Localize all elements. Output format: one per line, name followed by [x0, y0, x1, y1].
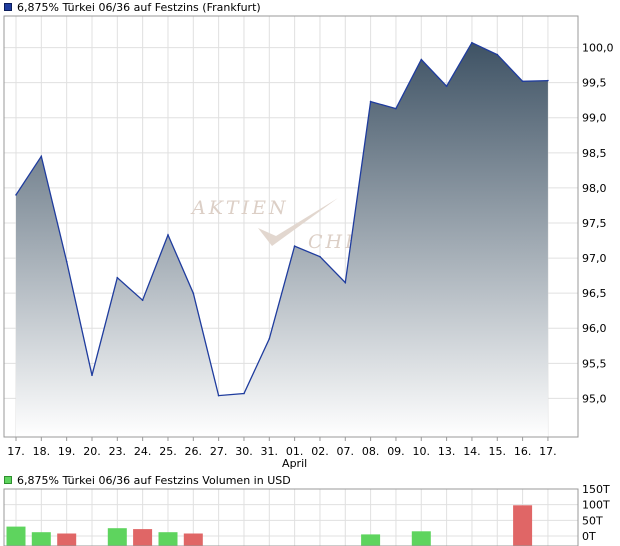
price-y-tick-label: 99,5 [582, 77, 607, 90]
x-month-label: April [282, 457, 307, 470]
price-point [116, 276, 119, 279]
price-point [445, 85, 448, 87]
volume-bar [57, 533, 77, 546]
price-point [217, 394, 220, 397]
x-tick-label: 31. [261, 445, 279, 458]
volume-bar [31, 532, 51, 546]
x-tick-label: 14. [463, 445, 481, 458]
x-tick-label: 25. [159, 445, 177, 458]
volume-y-tick-label: 50T [582, 514, 603, 527]
x-tick-label: 26. [185, 445, 203, 458]
volume-plot-frame [3, 488, 579, 546]
x-tick-label: 30. [235, 445, 253, 458]
watermark: AKTIEN CHE [190, 197, 362, 253]
x-tick-label: 07. [337, 445, 355, 458]
x-tick-label: 23. [109, 445, 127, 458]
x-tick-label: 17. [539, 445, 557, 458]
volume-grid [4, 488, 578, 546]
price-legend-label: 6,875% Türkei 06/36 auf Festzins (Frankf… [17, 0, 261, 14]
price-point [496, 53, 499, 56]
price-point [420, 58, 423, 61]
price-point [547, 79, 549, 82]
x-tick-label: 27. [210, 445, 228, 458]
price-point [65, 260, 68, 263]
price-point [192, 292, 195, 295]
volume-bar [183, 533, 203, 546]
x-tick-label: 17. [7, 445, 25, 458]
watermark-text-1: AKTIEN [190, 197, 289, 219]
volume-y-tick-label: 150T [582, 483, 610, 496]
price-x-axis: 17. 18. 19. 20. 23. 24. 25. 26. 27. 30. 31. 01. 02. 0… [7, 437, 557, 470]
price-y-tick-label: 97,5 [582, 217, 607, 230]
price-point [344, 281, 347, 284]
volume-bar [6, 526, 26, 546]
price-point [243, 392, 245, 395]
price-point [395, 107, 397, 110]
x-tick-label: 13. [438, 445, 456, 458]
price-plot-frame [3, 15, 579, 438]
price-y-tick-label: 96,5 [582, 287, 607, 300]
price-y-tick-label: 96,0 [582, 322, 607, 335]
x-tick-label: 19. [58, 445, 76, 458]
price-legend-swatch [4, 3, 12, 11]
price-point [521, 80, 524, 83]
x-tick-label: 15. [489, 445, 507, 458]
volume-y-axis: 0T 50T 100T 150T [582, 483, 610, 543]
volume-bar [361, 534, 381, 546]
volume-legend: 6,875% Türkei 06/36 auf Festzins Volumen… [4, 473, 291, 487]
price-point [319, 255, 321, 258]
watermark-text-2: CHE [308, 231, 362, 253]
x-tick-label: 02. [311, 445, 329, 458]
price-y-tick-label: 99,0 [582, 112, 607, 125]
price-y-tick-label: 95,5 [582, 357, 607, 370]
price-y-tick-label: 97,0 [582, 252, 607, 265]
volume-bar [133, 529, 153, 546]
volume-bars [6, 505, 533, 546]
volume-y-tick-label: 100T [582, 499, 610, 512]
price-point [268, 338, 271, 340]
price-point [141, 299, 144, 302]
x-tick-label: 10. [413, 445, 431, 458]
price-point [293, 245, 296, 247]
price-series [15, 41, 549, 437]
x-tick-label: 08. [362, 445, 380, 458]
x-tick-label: 01. [286, 445, 304, 458]
volume-bar [107, 528, 127, 546]
x-tick-label: 16. [514, 445, 532, 458]
price-point [369, 100, 372, 103]
price-y-tick-label: 98,0 [582, 182, 607, 195]
price-point [471, 41, 473, 44]
price-line [15, 41, 548, 397]
price-y-axis: 95,0 95,5 96,0 96,5 97,0 97,5 98,0 98,5 99,0 99,5… [582, 42, 614, 406]
volume-legend-label: 6,875% Türkei 06/36 auf Festzins Volumen… [17, 473, 291, 487]
price-point [40, 155, 43, 158]
x-tick-label: 09. [387, 445, 405, 458]
x-tick-label: 20. [83, 445, 101, 458]
volume-bar [158, 532, 178, 546]
price-point [91, 374, 93, 377]
price-point [167, 234, 169, 236]
x-tick-label: 18. [33, 445, 51, 458]
volume-bar [411, 531, 431, 546]
volume-legend-swatch [4, 476, 12, 484]
volume-bar [513, 505, 533, 546]
volume-y-tick-label: 0T [582, 530, 596, 543]
price-area-fill [16, 42, 548, 437]
price-point [15, 194, 17, 196]
x-tick-label: 24. [134, 445, 152, 458]
price-y-tick-label: 98,5 [582, 147, 607, 160]
price-y-tick-label: 95,0 [582, 392, 607, 405]
price-y-tick-label: 100,0 [582, 42, 614, 55]
price-legend: 6,875% Türkei 06/36 auf Festzins (Frankf… [4, 0, 261, 14]
